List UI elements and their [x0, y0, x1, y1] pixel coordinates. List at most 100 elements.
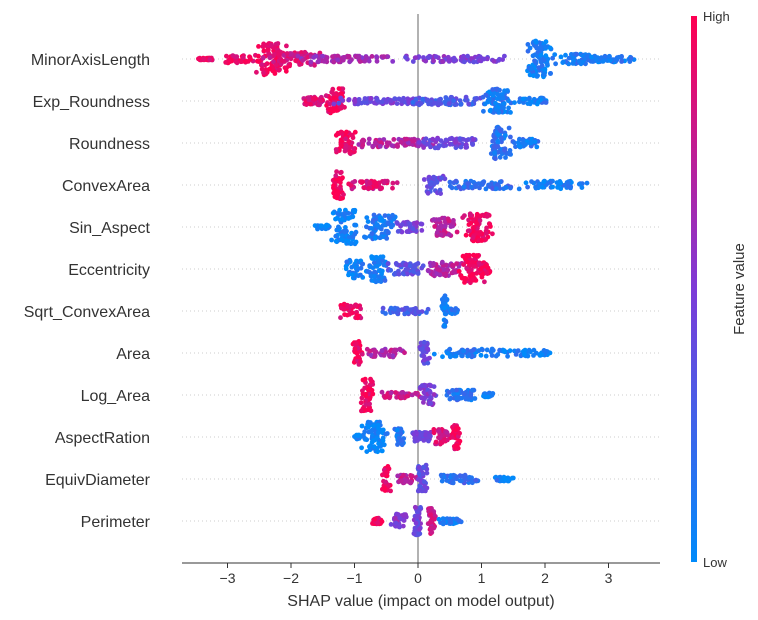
- shap-point: [404, 229, 410, 235]
- shap-point: [400, 523, 406, 529]
- shap-point: [320, 53, 325, 59]
- shap-point: [602, 53, 608, 59]
- shap-point: [441, 438, 447, 444]
- shap-point: [383, 431, 389, 437]
- shap-point: [365, 269, 371, 274]
- shap-point: [350, 234, 356, 240]
- shap-point: [392, 96, 398, 101]
- shap-point: [438, 232, 444, 238]
- shap-point: [399, 390, 405, 395]
- shap-point: [450, 388, 455, 393]
- shap-point: [512, 140, 517, 146]
- shap-point: [261, 42, 267, 48]
- shap-point: [508, 110, 513, 115]
- shap-point: [447, 396, 453, 402]
- shap-point: [478, 213, 483, 219]
- shap-point: [397, 346, 403, 352]
- shap-point: [461, 262, 467, 267]
- shap-point: [418, 505, 423, 510]
- shap-point: [478, 352, 484, 358]
- shap-point: [383, 349, 389, 355]
- shap-point: [431, 392, 437, 397]
- shap-point: [537, 181, 543, 187]
- shap-point: [399, 394, 404, 400]
- shap-point: [497, 186, 503, 191]
- shap-point: [381, 137, 387, 142]
- shap-point: [350, 310, 355, 316]
- shap-point: [359, 138, 365, 144]
- shap-point: [394, 180, 400, 186]
- shap-point: [363, 54, 369, 60]
- shap-point: [379, 186, 384, 191]
- shap-point: [539, 63, 545, 69]
- shap-point: [401, 472, 406, 478]
- shap-point: [376, 268, 382, 274]
- shap-point: [265, 47, 271, 53]
- feature-row-dots: [301, 86, 549, 116]
- shap-point: [425, 360, 431, 366]
- shap-point: [355, 267, 360, 272]
- shap-point: [335, 57, 341, 63]
- shap-point: [352, 179, 358, 184]
- shap-point: [366, 141, 372, 146]
- shap-point: [393, 390, 398, 395]
- shap-point: [355, 315, 361, 321]
- shap-point: [365, 407, 371, 412]
- shap-point: [453, 140, 458, 145]
- shap-point: [477, 231, 483, 237]
- feature-label: Area: [116, 346, 150, 363]
- shap-point: [456, 268, 462, 274]
- shap-point: [487, 89, 492, 95]
- shap-point: [552, 52, 558, 57]
- feature-row-dots: [358, 376, 496, 414]
- shap-point: [396, 307, 402, 313]
- shap-point: [334, 215, 340, 221]
- shap-point: [427, 355, 432, 361]
- shap-point: [481, 108, 486, 114]
- shap-point: [340, 98, 345, 103]
- shap-point: [379, 389, 385, 395]
- shap-point: [405, 140, 411, 146]
- shap-point: [384, 99, 389, 105]
- shap-point: [416, 477, 421, 482]
- shap-point: [407, 263, 413, 269]
- shap-point: [471, 59, 477, 65]
- shap-point: [363, 391, 369, 397]
- shap-point: [359, 351, 365, 357]
- shap-point: [267, 55, 273, 61]
- shap-point: [523, 142, 528, 148]
- shap-point: [417, 531, 423, 537]
- shap-point: [471, 252, 476, 258]
- shap-point: [449, 185, 455, 191]
- shap-point: [419, 228, 425, 233]
- shap-point: [259, 62, 265, 67]
- shap-point: [433, 54, 439, 59]
- shap-point: [351, 146, 356, 152]
- shap-point: [353, 341, 359, 346]
- shap-point: [256, 44, 261, 49]
- shap-point: [497, 87, 502, 93]
- shap-point: [412, 55, 418, 61]
- shap-point: [509, 475, 515, 481]
- shap-point: [480, 347, 485, 353]
- shap-point: [347, 145, 352, 150]
- shap-point: [469, 387, 475, 393]
- shap-point: [464, 144, 470, 150]
- shap-point: [399, 442, 405, 448]
- shap-point: [470, 141, 475, 147]
- shap-point: [330, 86, 336, 92]
- shap-point: [493, 186, 499, 192]
- shap-point: [613, 57, 619, 63]
- shap-point: [448, 94, 454, 100]
- shap-point: [500, 95, 506, 101]
- shap-point: [416, 471, 422, 477]
- shap-point: [516, 186, 522, 192]
- feature-label: Exp_Roundness: [33, 94, 150, 111]
- shap-point: [343, 263, 349, 269]
- shap-point: [453, 178, 459, 184]
- shap-point: [503, 155, 508, 160]
- shap-point: [462, 280, 467, 285]
- shap-point: [380, 223, 386, 228]
- shap-point: [312, 62, 317, 68]
- shap-point: [446, 101, 452, 106]
